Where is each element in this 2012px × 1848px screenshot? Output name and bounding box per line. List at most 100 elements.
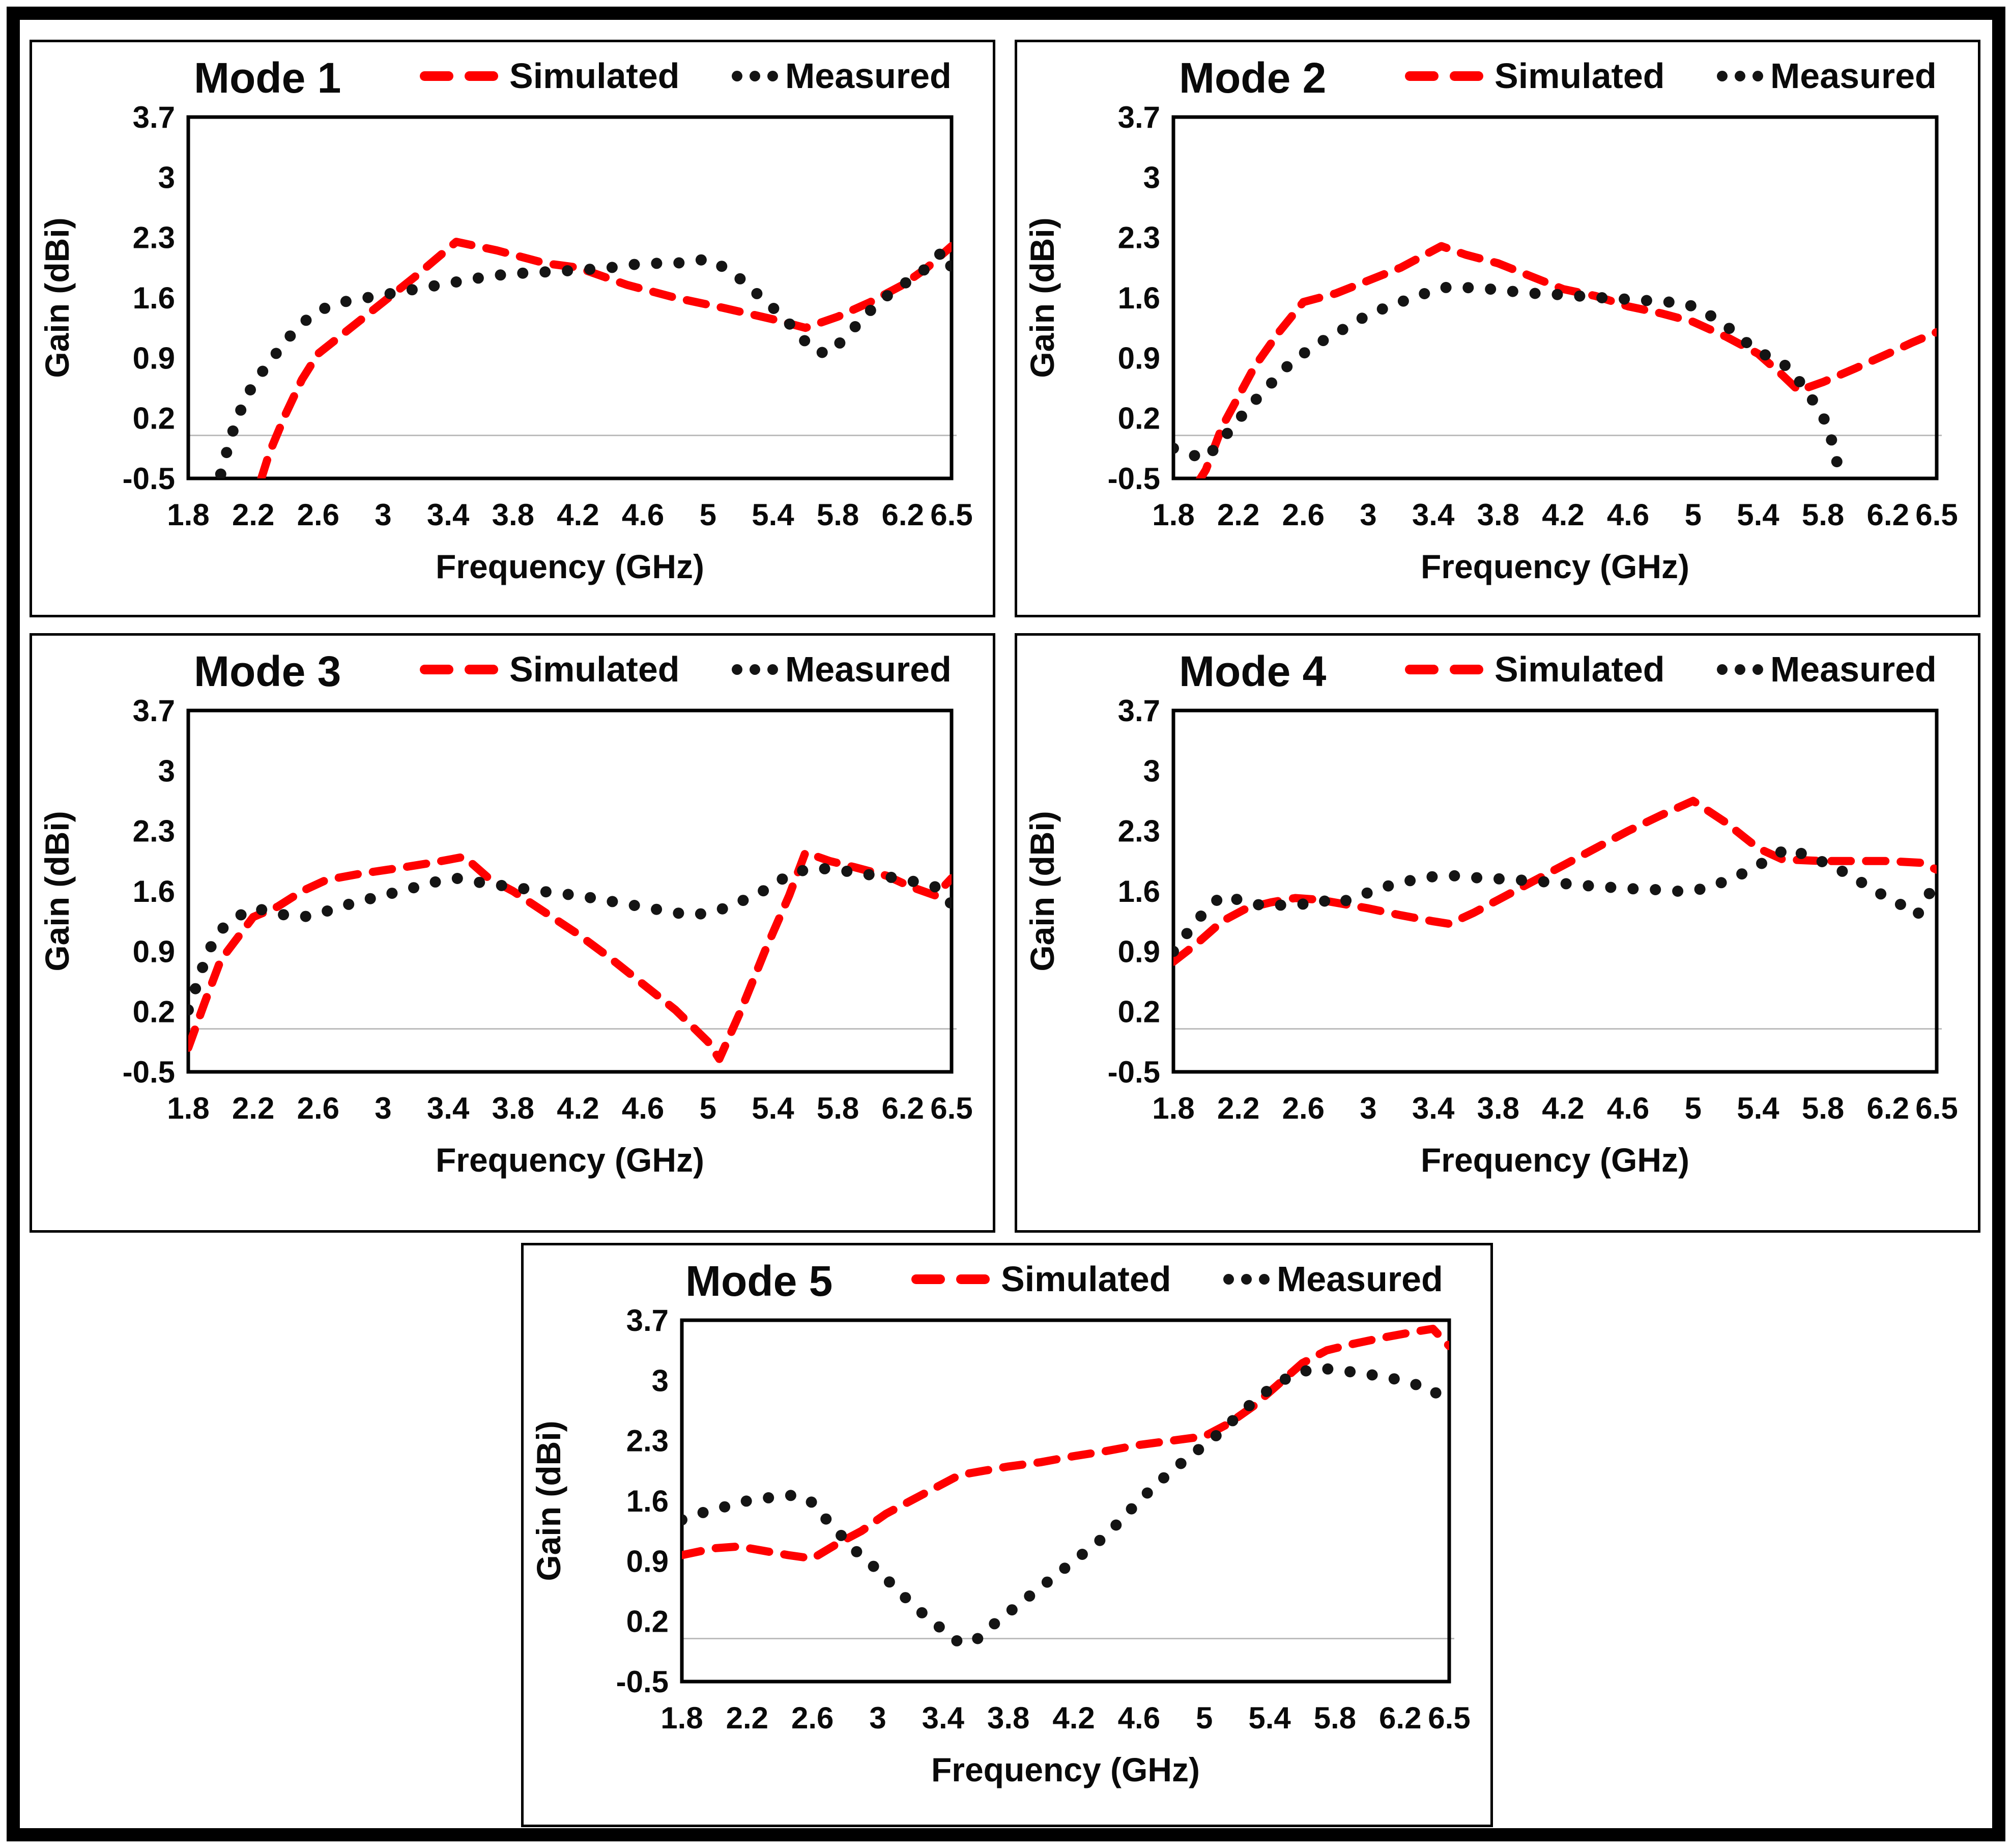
measured-dot	[1663, 296, 1675, 308]
legend-simulated-label: Simulated	[1494, 649, 1665, 689]
x-tick-label: 4.6	[622, 1091, 664, 1125]
y-axis-title: Gain (dBi)	[38, 811, 76, 971]
measured-dot	[1831, 456, 1843, 468]
panel-mode-2: Mode 2 Simulated Measured 3.7 3 2.3 1.6 0.9 0…	[1015, 40, 1980, 617]
x-tick-label: 4.6	[1607, 1091, 1649, 1125]
measured-dot	[816, 347, 828, 358]
measured-dot	[784, 318, 795, 330]
simulated-dash-icon	[420, 664, 453, 674]
measured-dot	[695, 908, 706, 920]
legend-simulated: Simulated	[420, 649, 680, 689]
measured-dot	[606, 262, 618, 273]
chart-mode-4: 3.7 3 2.3 1.6 0.9 0.2 -0.5 1.8 2.2 2.6 3 3.4 3.8 4.2 4…	[1017, 636, 1978, 1230]
measured-dot-icon	[1241, 1273, 1252, 1285]
x-tick-label: 5.4	[752, 498, 794, 532]
measured-dot	[256, 904, 268, 916]
y-axis-title: Gain (dBi)	[1023, 811, 1061, 971]
legend-simulated: Simulated	[911, 1259, 1171, 1299]
measured-dot	[429, 876, 441, 888]
measured-dot	[768, 303, 780, 314]
y-tick-label: 0.2	[133, 995, 175, 1029]
measured-dot	[406, 284, 418, 296]
x-tick-label: 3.4	[1412, 1091, 1455, 1125]
x-tick-label: 5.8	[1802, 1091, 1844, 1125]
measured-dot	[1300, 1365, 1312, 1377]
measured-dot	[1806, 394, 1818, 406]
measured-dot	[1344, 1366, 1356, 1378]
chart-svg: 3.7 3 2.3 1.6 0.9 0.2 -0.51.8 2.2 2.6 3 3.4 3.8 4.2 4…	[38, 694, 973, 1179]
measured-dot	[1913, 907, 1924, 919]
measured-dot	[1485, 283, 1497, 295]
x-tick-label: 3.8	[492, 1091, 534, 1125]
measured-dot	[428, 280, 440, 292]
y-tick-label: 3	[1143, 160, 1160, 194]
measured-dot	[322, 905, 333, 917]
measured-dot	[215, 468, 226, 478]
measured-dot	[495, 269, 506, 281]
measured-dot	[1024, 1590, 1036, 1602]
legend-measured: Measured	[732, 649, 952, 689]
y-tick-label: 0.9	[133, 934, 175, 969]
measured-dots	[215, 248, 952, 478]
measured-dot	[883, 1576, 895, 1588]
x-tick-label: 2.6	[297, 498, 339, 532]
measured-dot	[1231, 894, 1243, 905]
x-tick-label: 5	[700, 498, 716, 532]
x-tick-label: 2.6	[791, 1701, 833, 1735]
chart-svg: 3.7 3 2.3 1.6 0.9 0.2 -0.51.8 2.2 2.6 3 3.4 3.8 4.2 4…	[1023, 100, 1958, 585]
chart-svg: 3.7 3 2.3 1.6 0.9 0.2 -0.51.8 2.2 2.6 3 3.4 3.8 4.2 4…	[530, 1303, 1471, 1788]
chart-mode-2: 3.7 3 2.3 1.6 0.9 0.2 -0.5 1.8 2.2 2.6 3 3.4 3.8 4.2 4…	[1017, 42, 1978, 615]
measured-dot	[933, 1621, 945, 1633]
measured-dot	[1619, 293, 1630, 305]
measured-dot	[1299, 347, 1310, 359]
x-tick-label: 3	[869, 1701, 886, 1735]
x-tick-label: 2.6	[1282, 498, 1325, 532]
y-tick-label: 3	[158, 754, 175, 788]
y-tick-labels: 3.7 3 2.3 1.6 0.9 0.2 -0.5	[1108, 694, 1160, 1089]
measured-dot	[806, 1496, 817, 1508]
measured-dot	[900, 1592, 911, 1604]
measured-dot	[1173, 946, 1179, 957]
x-tick-label: 2.2	[1217, 498, 1259, 532]
measured-dot	[1818, 413, 1830, 425]
x-tick-label: 5.4	[1248, 1701, 1291, 1735]
measured-dot	[1462, 282, 1474, 294]
measured-dot	[673, 257, 685, 269]
measured-dot	[1041, 1576, 1053, 1588]
measured-dot	[1705, 310, 1716, 322]
measured-dot	[785, 1490, 796, 1501]
simulated-dash-icon	[465, 664, 498, 674]
x-tick-label: 3	[1360, 1091, 1376, 1125]
measured-dot	[934, 248, 945, 260]
measured-dot	[1221, 428, 1233, 439]
measured-dot	[1297, 898, 1309, 910]
measured-dot	[227, 425, 239, 437]
y-tick-label: 0.9	[1118, 341, 1160, 375]
x-tick-label: 3	[1360, 498, 1376, 532]
y-axis-title: Gain (dBi)	[530, 1420, 567, 1581]
measured-dot	[1141, 1487, 1153, 1499]
measured-dot	[496, 879, 507, 891]
series-group	[215, 238, 952, 478]
y-tick-label: 3.7	[626, 1303, 669, 1338]
measured-dot	[1779, 359, 1791, 371]
measured-dot	[863, 869, 875, 880]
measured-dot	[190, 983, 202, 994]
measured-dot-icon	[1259, 1273, 1270, 1285]
x-tick-labels: 1.8 2.2 2.6 3 3.4 3.8 4.2 4.6 5 5.4 5.8 6.2 6.5	[1152, 498, 1958, 532]
x-tick-labels: 1.8 2.2 2.6 3 3.4 3.8 4.2 4.6 5 5.4 5.8 6.2 6.5	[660, 1701, 1470, 1735]
measured-dot	[1126, 1503, 1137, 1515]
x-tick-label: 6.5	[1915, 498, 1958, 532]
x-tick-label: 5.8	[817, 498, 859, 532]
y-tick-label: 3	[1143, 754, 1160, 788]
measured-dot	[1605, 882, 1617, 893]
measured-dot	[1250, 393, 1262, 405]
simulated-dash-icon	[465, 71, 498, 81]
measured-dot	[1641, 295, 1652, 306]
measured-dot	[1189, 450, 1200, 462]
measured-dot	[1538, 876, 1549, 888]
measured-dot	[819, 863, 830, 874]
measured-dot	[797, 865, 809, 876]
measured-dot-icon	[732, 70, 742, 81]
measured-dot	[1281, 361, 1293, 373]
